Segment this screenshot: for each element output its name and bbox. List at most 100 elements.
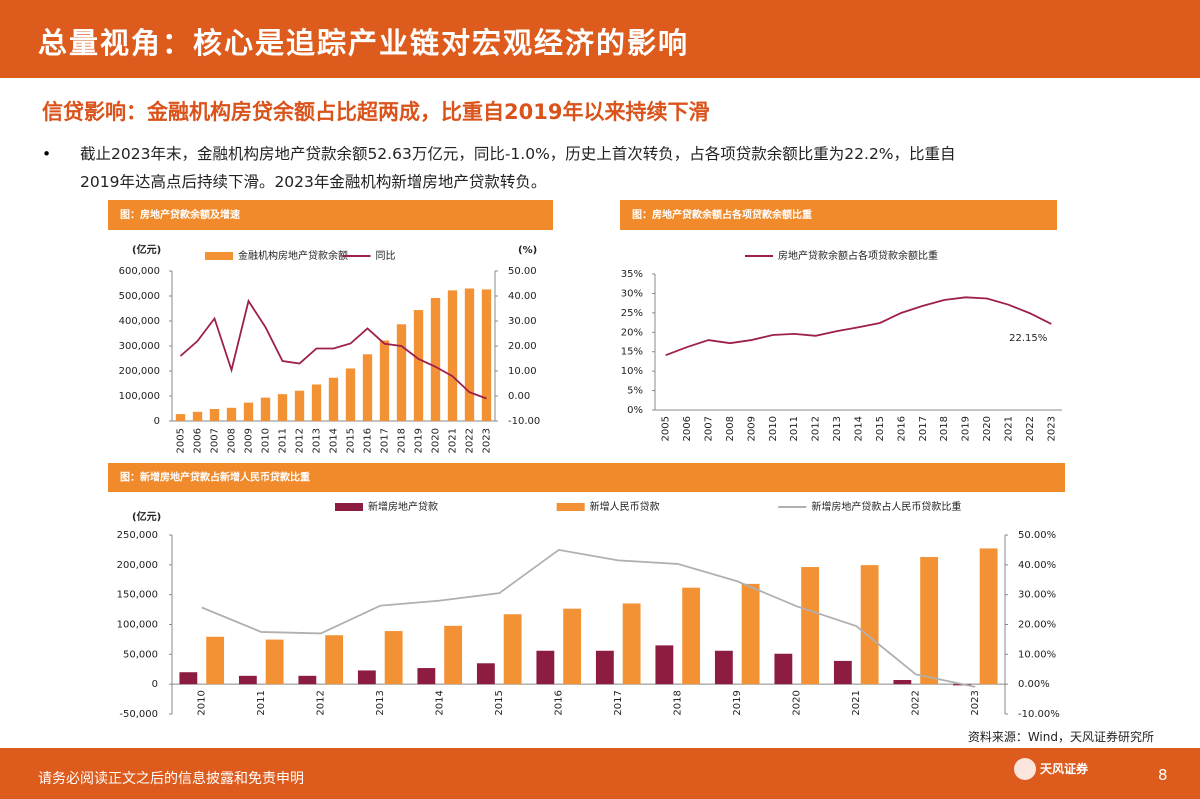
bar (655, 645, 674, 685)
bar (345, 368, 356, 421)
bar (622, 603, 641, 685)
x-tick-label: 2011 (256, 690, 267, 715)
x-tick-label: 2009 (244, 428, 255, 453)
x-tick-label: 2017 (918, 416, 929, 441)
y2-tick-label: 30.00 (508, 316, 537, 327)
bar (260, 397, 271, 421)
x-tick-label: 2015 (494, 690, 505, 715)
x-tick-label: 2007 (704, 416, 715, 441)
x-tick-label: 2021 (1003, 416, 1014, 441)
x-tick-label: 2007 (210, 428, 221, 453)
legend-label: 新增房地产贷款 (368, 500, 438, 513)
y-tick-label: 0 (154, 416, 160, 427)
x-tick-label: 2015 (875, 416, 886, 441)
footer-bar (0, 748, 1200, 799)
bar (328, 377, 339, 421)
bar (175, 414, 186, 421)
x-tick-label: 2013 (312, 428, 323, 453)
bar (396, 324, 407, 421)
bar (379, 340, 390, 421)
x-tick-label: 2022 (1025, 416, 1036, 441)
bar (741, 583, 760, 685)
x-tick-label: 2023 (1046, 416, 1057, 441)
bar (860, 565, 879, 685)
y2-tick-label: 40.00 (508, 291, 537, 302)
x-tick-label: 2022 (911, 690, 922, 715)
x-tick-label: 2014 (854, 416, 865, 441)
legend-label: 同比 (376, 250, 396, 262)
x-tick-label: 2019 (414, 428, 425, 453)
y-tick-label: 150,000 (117, 590, 158, 601)
y-tick-label: 5% (627, 386, 643, 397)
y-tick-label: 30% (621, 288, 643, 299)
y2-tick-label: 0.00 (508, 391, 530, 402)
bar (801, 567, 820, 685)
legend-label: 新增人民币贷款 (590, 500, 660, 513)
bar (481, 289, 492, 421)
chart-title: 图：新增房地产贷款占新增人民币贷款比重 (120, 471, 310, 484)
y-tick-label: 0 (152, 679, 158, 690)
bar (311, 384, 322, 421)
y-tick-label: 300,000 (119, 341, 160, 352)
x-tick-label: 2018 (673, 690, 684, 715)
y-tick-label: 50,000 (123, 649, 158, 660)
line (179, 298, 487, 400)
y2-tick-label: 50.00% (1018, 530, 1056, 541)
bar (714, 650, 733, 685)
legend-swatch (335, 503, 363, 511)
x-tick-label: 2018 (939, 416, 950, 441)
page-number: 8 (1158, 766, 1168, 784)
y-tick-label: 500,000 (119, 291, 160, 302)
bar (226, 407, 237, 421)
y2-tick-label: 10.00 (508, 366, 537, 377)
bar (417, 668, 436, 685)
bar (192, 411, 203, 421)
x-tick-label: 2016 (896, 416, 907, 441)
source: 资料来源：Wind，天风证券研究所 (967, 730, 1154, 744)
bar (833, 660, 852, 685)
x-tick-label: 2012 (295, 428, 306, 453)
bar (920, 557, 939, 685)
x-tick-label: 2010 (261, 428, 272, 453)
y-tick-label: 200,000 (119, 366, 160, 377)
x-tick-label: 2011 (789, 416, 800, 441)
y2-tick-label: 20.00 (508, 341, 537, 352)
bar (179, 672, 198, 685)
y-tick-label: 600,000 (119, 266, 160, 277)
bar (209, 409, 220, 421)
x-tick-label: 2015 (346, 428, 357, 453)
y2-tick-label: 0.00% (1018, 679, 1050, 690)
legend-label: 金融机构房地产贷款余额 (238, 249, 348, 262)
x-tick-label: 2013 (832, 416, 843, 441)
y-tick-label: 15% (621, 347, 643, 358)
x-tick-label: 2012 (316, 690, 327, 715)
y2-tick-label: -10.00% (1018, 709, 1060, 720)
x-tick-label: 2010 (197, 690, 208, 715)
x-tick-label: 2014 (435, 690, 446, 715)
y-tick-label: 25% (621, 308, 643, 319)
line (665, 296, 1052, 357)
bar (503, 614, 522, 685)
y-tick-label: 400,000 (119, 316, 160, 327)
bar (447, 290, 458, 421)
y-axis-title: (亿元) (132, 510, 161, 523)
bar (595, 650, 614, 685)
y-tick-label: -50,000 (119, 709, 158, 720)
bar (325, 635, 344, 685)
y-tick-label: 200,000 (117, 560, 158, 571)
y-tick-label: 100,000 (119, 391, 160, 402)
legend-swatch (205, 252, 233, 260)
x-tick-label: 2005 (661, 416, 672, 441)
x-tick-label: 2017 (613, 690, 624, 715)
bar (362, 354, 373, 421)
x-tick-label: 2013 (375, 690, 386, 715)
x-tick-label: 2021 (851, 690, 862, 715)
bar (243, 402, 254, 421)
x-tick-label: 2023 (970, 690, 981, 715)
x-tick-label: 2016 (363, 428, 374, 453)
panel-title-bar (620, 200, 1057, 230)
bar (464, 288, 475, 421)
y2-tick-label: 10.00% (1018, 649, 1056, 660)
y2-tick-label: 50.00 (508, 266, 537, 277)
